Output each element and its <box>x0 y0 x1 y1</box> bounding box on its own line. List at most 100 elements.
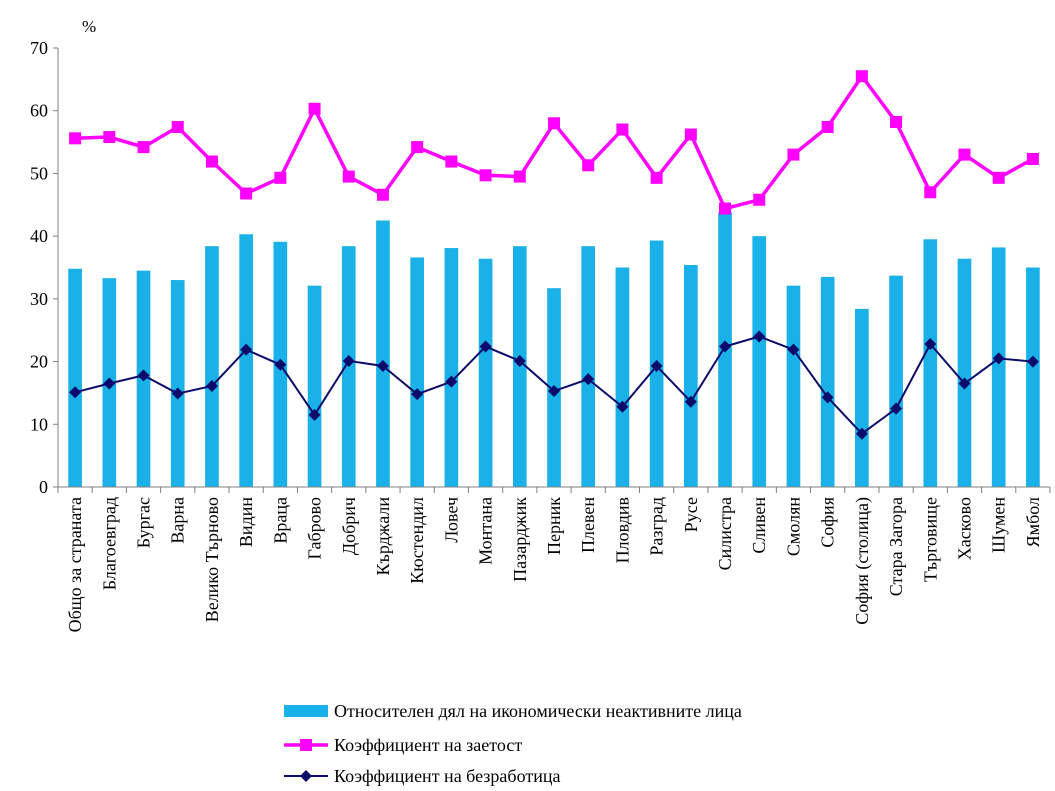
category-label: Русе <box>681 497 701 532</box>
employment-point <box>890 116 902 128</box>
category-label: Перник <box>544 497 564 555</box>
category-label: Сливен <box>749 497 769 554</box>
employment-point <box>822 121 834 133</box>
category-label: Враца <box>270 497 290 544</box>
employment-point <box>685 129 697 141</box>
category-label: Силистра <box>715 497 735 570</box>
category-label: Ловеч <box>441 497 461 543</box>
legend: Относителен дял на икономически неактивн… <box>284 701 742 786</box>
employment-point <box>856 70 868 82</box>
category-label: София <box>818 497 838 548</box>
employment-point <box>958 149 970 161</box>
category-label: Търговище <box>920 497 940 582</box>
bar <box>171 280 185 487</box>
employment-point <box>343 171 355 183</box>
employment-point <box>1027 153 1039 165</box>
legend-swatch-marker <box>300 739 312 751</box>
bar <box>855 309 869 487</box>
bar <box>616 268 630 488</box>
y-tick-label: 70 <box>30 38 48 58</box>
bar <box>445 248 459 487</box>
bar <box>752 236 766 487</box>
bar <box>923 239 937 487</box>
bar <box>479 259 493 487</box>
bar-series <box>68 212 1039 487</box>
category-label: Кюстендил <box>407 497 427 584</box>
bar <box>410 257 424 487</box>
bar <box>376 220 390 487</box>
category-label: Пазарджик <box>510 497 530 582</box>
employment-point <box>309 103 321 115</box>
category-label: Смолян <box>783 497 803 556</box>
bar <box>787 286 801 487</box>
employment-point <box>480 169 492 181</box>
category-label: Ямбол <box>1023 497 1043 547</box>
employment-point <box>172 121 184 133</box>
y-tick-label: 60 <box>30 101 48 121</box>
bar <box>992 247 1006 487</box>
employment-point <box>274 172 286 184</box>
category-label: Варна <box>168 497 188 544</box>
y-tick-label: 50 <box>30 163 48 183</box>
x-axis <box>58 487 1050 493</box>
y-tick-label: 10 <box>30 414 48 434</box>
employment-point <box>514 171 526 183</box>
employment-point <box>924 186 936 198</box>
category-label: Хасково <box>954 497 974 560</box>
category-label: Стара Загора <box>886 497 906 596</box>
y-tick-label: 20 <box>30 352 48 372</box>
category-label: Разград <box>647 497 667 556</box>
category-label: Общо за страната <box>65 497 85 632</box>
legend-label: Коэффициент на безработица <box>334 766 560 786</box>
category-label: Монтана <box>476 497 496 565</box>
employment-point <box>582 159 594 171</box>
y-unit-label: % <box>82 17 96 36</box>
y-tick-label: 40 <box>30 226 48 246</box>
bar <box>821 277 835 487</box>
employment-line <box>75 76 1033 208</box>
employment-point <box>993 172 1005 184</box>
category-label: Благоевград <box>99 497 119 590</box>
category-label: Бургас <box>134 497 154 548</box>
y-tick-label: 0 <box>39 477 48 497</box>
category-label: Видин <box>236 497 256 547</box>
employment-point <box>651 172 663 184</box>
employment-point <box>103 131 115 143</box>
bar <box>684 265 698 487</box>
bar <box>68 269 82 487</box>
category-labels: Общо за страната Благоевград Бургас Варна Ве… <box>65 497 1043 633</box>
category-label: Добрич <box>339 497 359 555</box>
category-label: Шумен <box>989 497 1009 553</box>
bar <box>889 276 903 487</box>
category-label: София (столица) <box>852 497 873 625</box>
employment-point <box>753 194 765 206</box>
employment-point <box>548 117 560 129</box>
category-label: Кърджали <box>373 497 393 576</box>
bar <box>308 286 322 487</box>
legend-swatch-marker <box>300 770 312 782</box>
employment-point <box>445 156 457 168</box>
employment-point <box>719 203 731 215</box>
bar <box>239 234 253 487</box>
employment-point <box>787 149 799 161</box>
bar <box>1026 268 1040 488</box>
bar <box>958 259 972 487</box>
category-label: Плевен <box>578 497 598 553</box>
category-label: Велико Търново <box>202 497 222 622</box>
employment-point <box>69 132 81 144</box>
category-label: Пловдив <box>612 497 632 563</box>
legend-label: Коэффициент на заетост <box>334 735 522 755</box>
bar <box>581 246 595 487</box>
legend-swatch-bar <box>284 705 328 717</box>
employment-point <box>240 187 252 199</box>
bar <box>205 246 219 487</box>
employment-point <box>411 141 423 153</box>
y-axis: 0 10 20 30 40 50 60 70 <box>30 38 58 497</box>
category-label: Габрово <box>305 497 325 559</box>
employment-point <box>206 156 218 168</box>
employment-point <box>616 124 628 136</box>
employment-point <box>138 141 150 153</box>
legend-label: Относителен дял на икономически неактивн… <box>334 701 742 721</box>
employment-point <box>377 189 389 201</box>
